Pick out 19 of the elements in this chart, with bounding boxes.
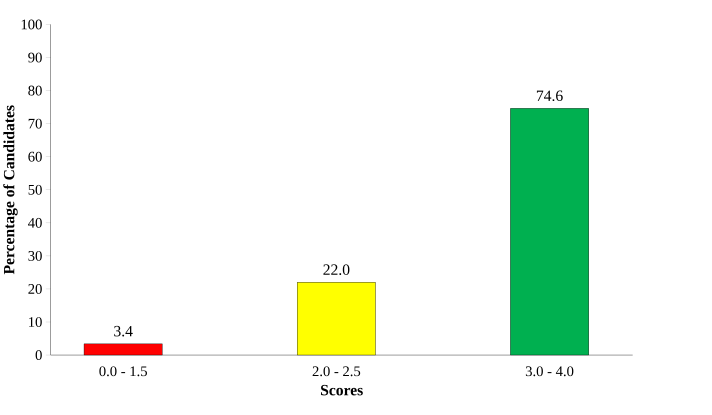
y-tick-label: 90 — [28, 52, 42, 63]
y-tick-label: 80 — [28, 86, 42, 96]
y-tick-label: 70 — [28, 118, 42, 129]
data-label: 3.4 — [114, 326, 133, 337]
data-label: 22.0 — [323, 264, 350, 276]
y-tick-label: 0 — [36, 350, 42, 360]
x-axis-title: Scores — [321, 385, 363, 396]
y-tick-label: 60 — [28, 152, 42, 162]
y-tick-label: 50 — [28, 184, 42, 195]
y-tick-label: 20 — [28, 284, 42, 294]
x-tick-label: 2.0 - 2.5 — [312, 366, 360, 376]
data-label: 74.6 — [536, 90, 563, 102]
y-tick-label: 40 — [28, 218, 42, 228]
y-tick-label: 10 — [29, 317, 42, 328]
x-tick-label: 0.0 - 1.5 — [99, 366, 147, 376]
y-tick-label: 100 — [22, 20, 42, 30]
y-axis-title: Percentage of Candidates — [3, 106, 18, 274]
y-tick-label: 30 — [28, 251, 42, 261]
x-tick-label: 3.0 - 4.0 — [526, 366, 574, 376]
